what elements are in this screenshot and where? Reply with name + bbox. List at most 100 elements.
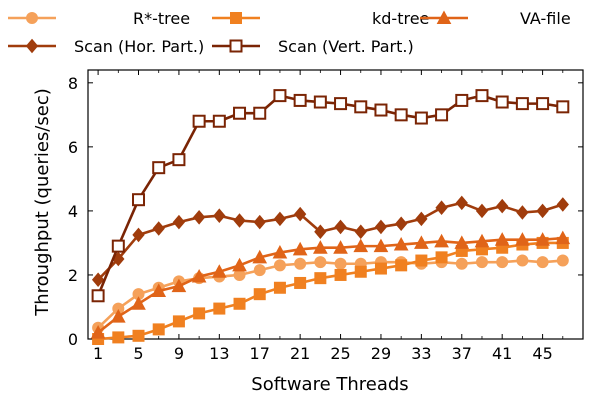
data-point — [435, 200, 448, 215]
data-point — [132, 193, 146, 207]
data-point — [273, 259, 286, 272]
data-point — [111, 239, 125, 253]
data-point — [233, 106, 247, 120]
data-point — [434, 233, 449, 248]
legend-entry-2: VA-file — [420, 9, 571, 28]
data-point — [211, 264, 227, 278]
data-point — [91, 289, 105, 303]
series-line — [97, 259, 563, 329]
legend-marker — [230, 12, 242, 24]
y-axis-label: Throughput (queries/sec) — [32, 88, 53, 317]
data-point — [253, 264, 266, 277]
x-tick-label: 33 — [411, 344, 431, 363]
data-point — [292, 241, 308, 256]
data-point — [455, 93, 469, 107]
legend-marker — [436, 10, 452, 24]
data-point — [374, 103, 388, 117]
data-point — [152, 323, 165, 336]
data-point — [414, 235, 429, 249]
data-point — [415, 254, 428, 267]
data-point — [313, 95, 327, 109]
data-point — [556, 197, 569, 212]
x-tick-label: 17 — [250, 344, 270, 363]
data-point — [253, 214, 266, 230]
data-point — [536, 256, 549, 269]
data-point — [314, 272, 327, 285]
data-point — [313, 240, 328, 254]
data-point — [395, 216, 408, 231]
data-point — [494, 232, 510, 246]
data-point — [556, 100, 570, 114]
data-point — [151, 283, 167, 297]
data-point — [515, 97, 529, 111]
x-tick-label: 29 — [371, 344, 391, 363]
data-point — [191, 269, 207, 283]
data-point — [474, 233, 490, 248]
legend-label: VA-file — [520, 9, 571, 28]
series-2 — [90, 230, 571, 339]
y-tick-label: 2 — [68, 266, 78, 285]
series-line — [97, 241, 563, 341]
data-point — [193, 307, 206, 320]
x-tick-label: 5 — [133, 344, 143, 363]
data-point — [334, 219, 347, 235]
legend-marker — [229, 39, 243, 53]
data-point — [515, 232, 530, 246]
data-point — [192, 210, 206, 225]
data-point — [535, 232, 550, 246]
legend-entry-1: kd-tree — [212, 9, 429, 28]
legend: R*-tree kd-tree VA-file Scan (Hor. Part.) Sc… — [8, 9, 571, 56]
data-point — [132, 227, 145, 243]
data-point — [252, 249, 268, 264]
data-point — [333, 240, 348, 254]
x-axis-label: Software Threads — [251, 374, 408, 394]
data-point — [172, 153, 186, 167]
x-tick-label: 9 — [174, 344, 184, 363]
legend-marker — [26, 12, 38, 24]
data-point — [272, 244, 288, 259]
data-point — [354, 265, 367, 278]
legend-entry-0: R*-tree — [8, 9, 190, 28]
data-point — [334, 268, 347, 281]
x-tick-label: 37 — [452, 344, 472, 363]
legend-label: Scan (Hor. Part.) — [74, 37, 204, 56]
data-point — [112, 331, 125, 344]
data-point — [273, 281, 286, 294]
data-point — [415, 211, 428, 227]
data-point — [353, 238, 369, 253]
x-tick-label: 45 — [532, 344, 552, 363]
x-tick-label: 25 — [330, 344, 350, 363]
data-point — [394, 108, 408, 122]
data-point — [293, 93, 307, 107]
data-point — [232, 257, 247, 272]
data-point — [414, 111, 428, 125]
data-point — [374, 219, 388, 235]
data-point — [294, 276, 307, 289]
data-point — [110, 309, 126, 323]
data-point — [475, 256, 488, 269]
series-3 — [91, 195, 569, 288]
data-point — [213, 208, 226, 223]
data-point — [354, 224, 367, 239]
data-point — [253, 288, 266, 301]
x-tick-label: 41 — [492, 344, 512, 363]
series-4 — [91, 89, 570, 303]
legend-label: R*-tree — [133, 9, 190, 28]
legend-label: Scan (Vert. Part.) — [278, 37, 414, 56]
data-point — [454, 235, 470, 249]
y-tick-label: 6 — [68, 138, 78, 157]
data-point — [495, 95, 509, 109]
y-tick-label: 0 — [68, 330, 78, 349]
data-point — [233, 213, 246, 228]
data-point — [213, 302, 226, 315]
data-point — [90, 325, 106, 339]
data-point — [273, 89, 287, 103]
x-tick-label: 21 — [290, 344, 310, 363]
data-point — [393, 236, 409, 251]
plot-frame — [87, 69, 584, 340]
data-point — [373, 238, 389, 253]
data-point — [192, 114, 206, 128]
data-point — [253, 106, 267, 120]
data-point — [334, 97, 348, 111]
